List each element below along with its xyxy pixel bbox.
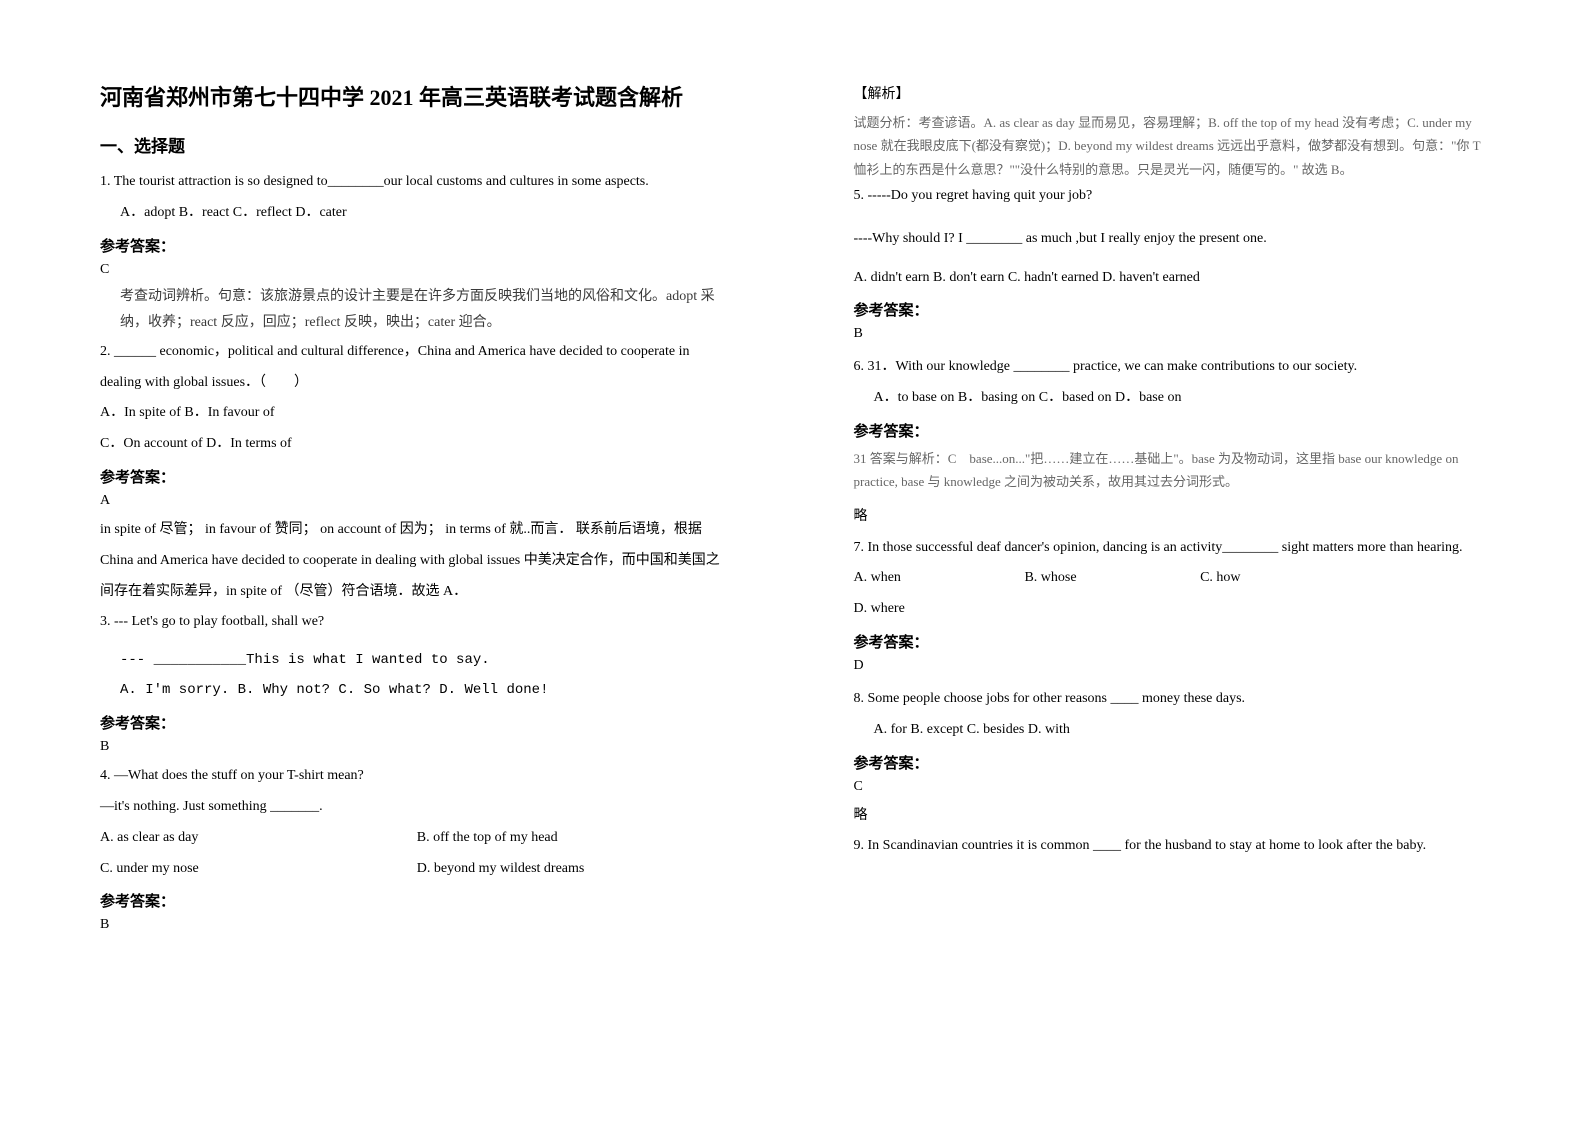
q7-opt-b: B. whose [1024,563,1076,594]
page-title: 河南省郑州市第七十四中学 2021 年高三英语联考试题含解析 [100,80,734,112]
q4-explain: 试题分析：考查谚语。A. as clear as day 显而易见，容易理解；B… [854,111,1488,181]
q4-opt-b: B. off the top of my head [417,823,734,854]
q3-stem: 3. --- Let's go to play football, shall … [100,607,734,638]
q5-answer-label: 参考答案： [854,299,1488,320]
q8-options: A. for B. except C. besides D. with [854,715,1488,746]
q5-stem: 5. -----Do you regret having quit your j… [854,181,1488,212]
left-column: 河南省郑州市第七十四中学 2021 年高三英语联考试题含解析 一、选择题 1. … [0,80,794,1082]
q8-answer: C [854,779,1488,795]
question-9: 9. In Scandinavian countries it is commo… [854,831,1488,862]
q5-options: A. didn't earn B. don't earn C. hadn't e… [854,263,1488,294]
q1-explain-1: 考查动词辨析。句意：该旅游景点的设计主要是在许多方面反映我们当地的风俗和文化。a… [100,284,734,311]
q7-options: A. when B. whose C. how D. where [854,563,1488,625]
question-1: 1. The tourist attraction is so designed… [100,167,734,337]
q5-answer: B [854,326,1488,342]
q2-stem: 2. ______ economic，political and cultura… [100,337,734,399]
q8-answer-label: 参考答案： [854,752,1488,773]
q1-options: A．adopt B．react C．reflect D．cater [100,198,734,229]
q7-opt-a: A. when [854,563,901,594]
q8-stem: 8. Some people choose jobs for other rea… [854,684,1488,715]
section-heading: 一、选择题 [100,132,734,157]
q1-stem: 1. The tourist attraction is so designed… [100,167,734,198]
question-6: 6. 31．With our knowledge ________ practi… [854,352,1488,532]
q4-answer-label: 参考答案： [100,890,734,911]
q1-answer-label: 参考答案： [100,235,734,256]
q2-answer: A [100,493,734,509]
question-3: 3. --- Let's go to play football, shall … [100,607,734,755]
q6-options: A．to base on B．basing on C．based on D．ba… [854,383,1488,414]
q7-stem: 7. In those successful deaf dancer's opi… [854,533,1488,564]
q4-opt-d: D. beyond my wildest dreams [417,854,734,885]
question-7: 7. In those successful deaf dancer's opi… [854,533,1488,674]
q1-answer: C [100,262,734,278]
q4-explain-title: 【解析】 [854,80,1488,111]
q7-answer: D [854,658,1488,674]
q2-opts-cd: C．On account of D．In terms of [100,429,734,460]
q3-options: A. I'm sorry. B. Why not? C. So what? D.… [100,682,734,698]
q3-answer-label: 参考答案： [100,712,734,733]
question-4: 4. —What does the stuff on your T-shirt … [100,761,734,933]
q5-line2: ----Why should I? I ________ as much ,bu… [854,224,1488,255]
q3-line2: --- ___________This is what I wanted to … [100,652,734,668]
q6-stem: 6. 31．With our knowledge ________ practi… [854,352,1488,383]
q4-line2: —it's nothing. Just something _______. [100,792,734,823]
q6-answer-label: 参考答案： [854,420,1488,441]
q4-opts-row2: C. under my nose D. beyond my wildest dr… [100,854,734,885]
question-8: 8. Some people choose jobs for other rea… [854,684,1488,831]
right-column: 【解析】 试题分析：考查谚语。A. as clear as day 显而易见，容… [794,80,1587,1082]
q2-answer-label: 参考答案： [100,466,734,487]
q4-answer: B [100,917,734,933]
q9-stem: 9. In Scandinavian countries it is commo… [854,831,1488,862]
q4-stem: 4. —What does the stuff on your T-shirt … [100,761,734,792]
question-5: 5. -----Do you regret having quit your j… [854,181,1488,342]
q1-explain-2: 纳，收养；react 反应，回应；reflect 反映，映出；cater 迎合。 [100,310,734,337]
q2-explain: in spite of 尽管； in favour of 赞同； on acco… [100,515,734,607]
q4-opts-row1: A. as clear as day B. off the top of my … [100,823,734,854]
q7-opt-c: C. how [1200,563,1240,594]
question-2: 2. ______ economic，political and cultura… [100,337,734,608]
q2-opts-ab: A．In spite of B．In favour of [100,398,734,429]
q6-answer2: 略 [854,502,1488,533]
q4-explain-block: 【解析】 试题分析：考查谚语。A. as clear as day 显而易见，容… [854,80,1488,181]
q8-answer2: 略 [854,801,1488,832]
q4-opt-c: C. under my nose [100,854,417,885]
q7-opt-d: D. where [854,594,905,625]
q4-opt-a: A. as clear as day [100,823,417,854]
q7-answer-label: 参考答案： [854,631,1488,652]
q6-explain: 31 答案与解析：C base...on..."把……建立在……基础上"。bas… [854,447,1488,494]
q3-answer: B [100,739,734,755]
